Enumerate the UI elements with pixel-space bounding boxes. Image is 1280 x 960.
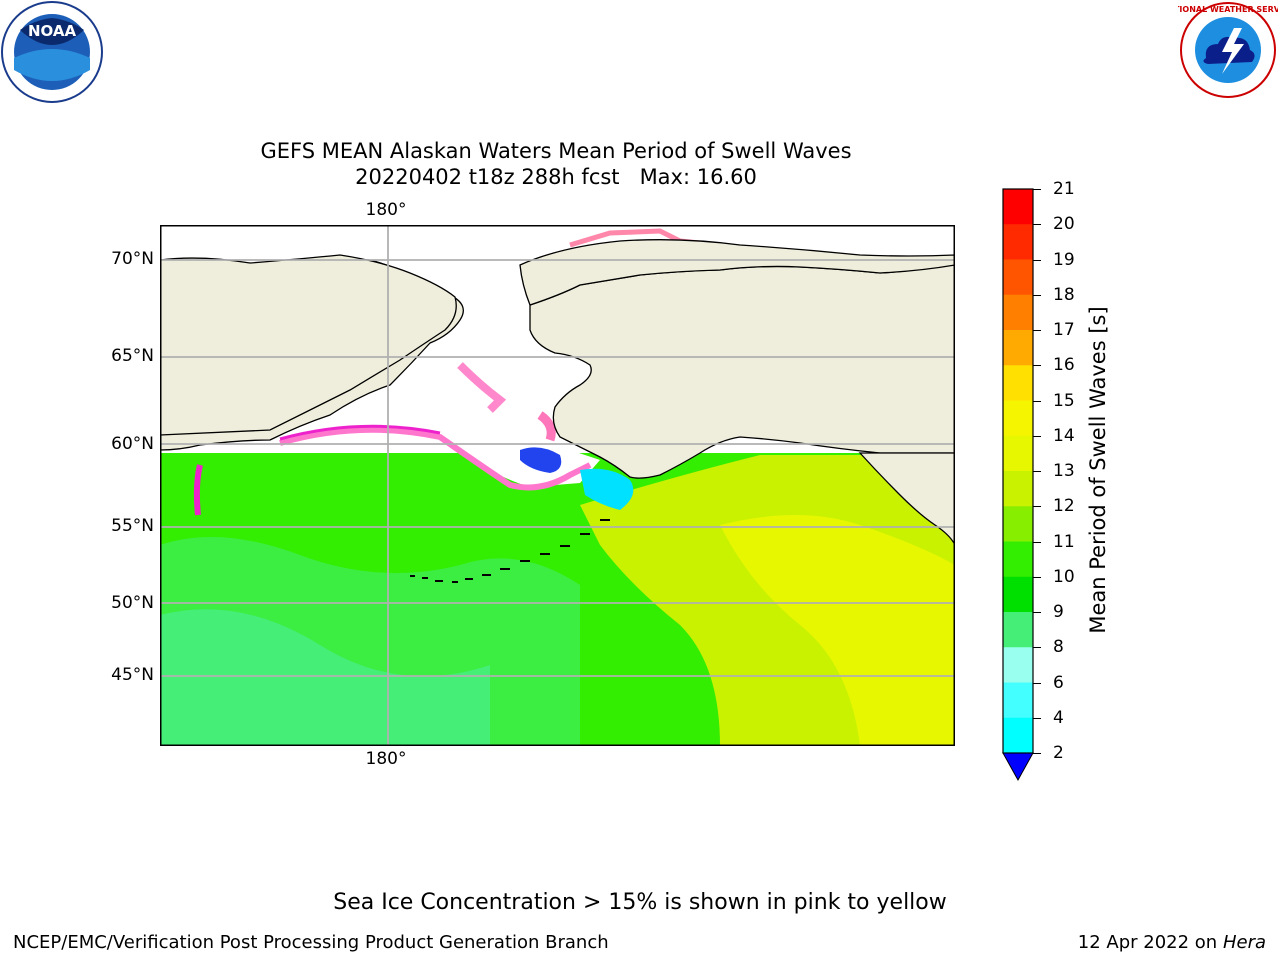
land-canada	[858, 452, 955, 546]
colorbar-tick-label: 6	[1053, 672, 1064, 693]
colorbar-cell	[1003, 435, 1033, 472]
footer-machine: Hera	[1222, 932, 1266, 953]
colorbar-tick-label: 13	[1053, 461, 1075, 481]
chart-title: GEFS MEAN Alaskan Waters Mean Period of …	[260, 139, 852, 163]
ocean-light-green	[160, 609, 490, 746]
chart-subtitle: 20220402 t18z 288h fcst Max: 16.60	[355, 165, 757, 189]
map-panel	[160, 225, 955, 746]
colorbar-extend-arrow	[1002, 752, 1034, 782]
colorbar-tick-label: 19	[1053, 249, 1075, 270]
colorbar-cell	[1003, 294, 1033, 331]
colorbar-tick-mark	[1033, 612, 1041, 613]
colorbar-tick-mark	[1033, 400, 1041, 402]
colorbar-tick-label: 2	[1053, 743, 1064, 763]
colorbar-label: Mean Period of Swell Waves [s]	[1086, 306, 1110, 634]
colorbar-tick-label: 16	[1053, 355, 1075, 376]
sea-ice-pink-west-kamchatka	[193, 464, 203, 516]
colorbar-tick-mark	[1033, 365, 1041, 367]
colorbar-tick-mark	[1033, 294, 1041, 296]
lat-label-50: 50°N	[111, 593, 154, 613]
colorbar-cell	[1003, 224, 1033, 260]
colorbar-tick-label: 11	[1053, 531, 1075, 552]
lat-label-65: 65°N	[111, 346, 154, 366]
colorbar-cell	[1003, 189, 1033, 225]
colorbar-tick-label: 21	[1053, 179, 1075, 199]
colorbar-cell	[1003, 717, 1033, 754]
colorbar-cell	[1003, 682, 1033, 719]
colorbar-tick-mark	[1033, 541, 1041, 543]
colorbar-tick-mark	[1033, 330, 1041, 331]
colorbar-tick-label: 4	[1053, 707, 1064, 728]
lon-label-bottom: 180°	[365, 749, 407, 769]
sea-ice-pink-norton	[537, 411, 556, 442]
lat-label-70: 70°N	[111, 249, 154, 269]
colorbar-tick-label: 17	[1053, 320, 1075, 340]
footer-left: NCEP/EMC/Verification Post Processing Pr…	[13, 932, 609, 953]
colorbar-cell	[1003, 330, 1033, 366]
colorbar-cell	[1003, 365, 1033, 401]
colorbar-tick-label: 18	[1053, 284, 1075, 305]
colorbar-tick-mark	[1033, 682, 1041, 684]
colorbar-tick-label: 20	[1053, 214, 1075, 235]
bristol-bay-cyan	[580, 468, 634, 510]
lat-label-55: 55°N	[111, 516, 154, 536]
colorbar-tick-label: 10	[1053, 566, 1075, 587]
bristol-bay-blue	[520, 447, 562, 473]
colorbar-tick-label: 15	[1053, 390, 1075, 411]
colorbar-cell	[1003, 647, 1033, 683]
lat-label-45: 45°N	[111, 665, 154, 685]
land-alaska-north	[519, 239, 955, 306]
colorbar-tick-label: 8	[1053, 637, 1064, 658]
nws-logo: NATIONAL WEATHER SERVICE	[1162, 0, 1280, 100]
sea-ice-pink-bering-strait	[457, 362, 507, 413]
colorbar-tick-mark	[1033, 576, 1041, 578]
bering-white	[290, 425, 600, 487]
footer-right: 12 Apr 2022 on Hera	[1078, 932, 1266, 953]
colorbar-tick-mark	[1033, 259, 1041, 261]
sea-ice-edge-magenta	[279, 424, 441, 441]
aleutian-islands	[410, 519, 610, 583]
noaa-logo: NOAA	[0, 0, 105, 105]
colorbar-cell	[1003, 400, 1033, 437]
colorbar-cell	[1003, 576, 1033, 613]
colorbar-cell	[1003, 471, 1033, 507]
graticule	[160, 225, 955, 746]
ocean-bright-yellow	[720, 515, 955, 746]
nws-logo-text: NATIONAL WEATHER SERVICE	[1178, 5, 1278, 14]
colorbar-tick-mark	[1033, 189, 1041, 190]
colorbar	[1002, 188, 1034, 782]
lat-label-60: 60°N	[111, 434, 154, 454]
colorbar-tick-label: 14	[1053, 425, 1075, 446]
colorbar-tick-mark	[1033, 717, 1041, 719]
colorbar-tick-label: 9	[1053, 602, 1064, 622]
colorbar-cell	[1003, 541, 1033, 578]
footer-date: 12 Apr 2022 on	[1077, 932, 1223, 953]
colorbar-tick-mark	[1033, 753, 1041, 754]
colorbar-tick-mark	[1033, 506, 1041, 508]
colorbar-tick-mark	[1033, 224, 1041, 226]
noaa-logo-text: NOAA	[28, 22, 77, 40]
lon-label-top: 180°	[365, 200, 407, 220]
colorbar-cell	[1003, 259, 1033, 296]
sea-ice-edge-pink	[279, 426, 592, 491]
colorbar-tick-mark	[1033, 647, 1041, 649]
colorbar-cell	[1003, 506, 1033, 542]
colorbar-tick-mark	[1033, 471, 1041, 472]
colorbar-tick-mark	[1033, 435, 1041, 437]
sea-ice-caption: Sea Ice Concentration > 15% is shown in …	[333, 890, 947, 915]
colorbar-tick-label: 12	[1053, 496, 1075, 517]
colorbar-cell	[1003, 612, 1033, 648]
